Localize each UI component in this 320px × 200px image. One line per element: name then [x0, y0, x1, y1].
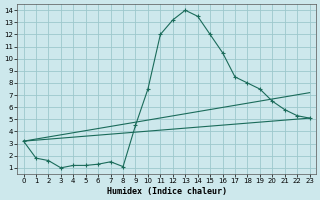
- X-axis label: Humidex (Indice chaleur): Humidex (Indice chaleur): [107, 187, 227, 196]
